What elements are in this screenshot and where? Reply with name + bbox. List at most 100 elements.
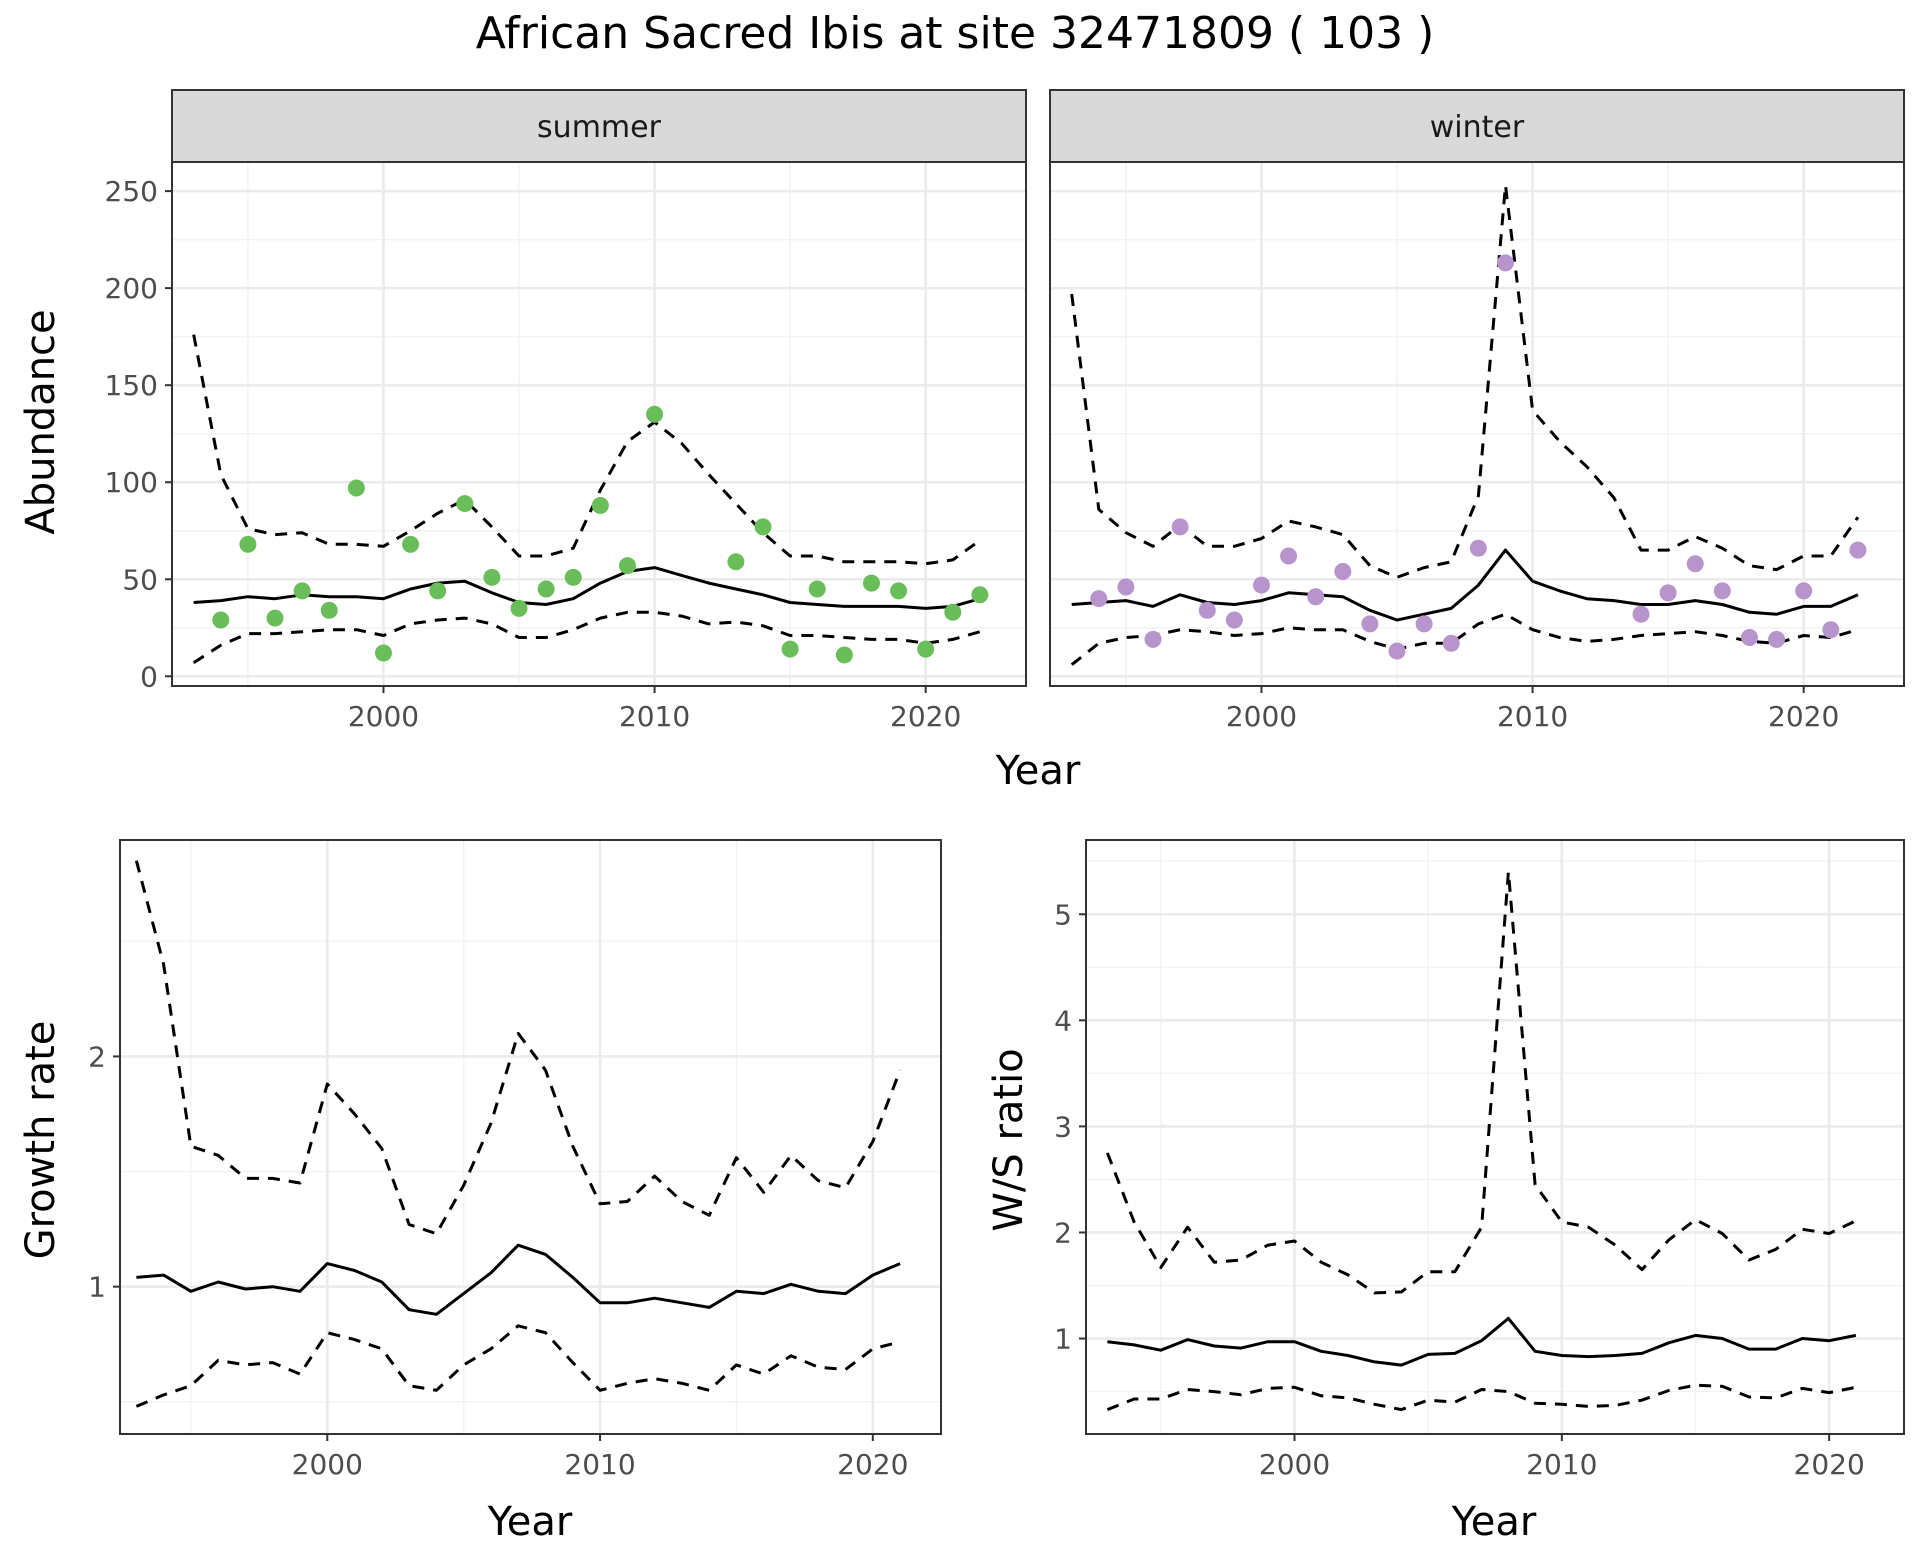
summer-count-point bbox=[537, 580, 555, 598]
winter-count-point bbox=[1632, 605, 1650, 623]
growth-panel-background bbox=[120, 840, 941, 1434]
ratio-panel: 2000 2010 2020 1 2 3 4 5 bbox=[1054, 839, 1905, 1481]
ratio-panel-border bbox=[1085, 839, 1905, 1435]
summer-count-point bbox=[971, 586, 989, 604]
growth-x-tick-label: 2000 bbox=[292, 1448, 363, 1481]
winter-count-point bbox=[1415, 615, 1433, 633]
summer-count-point bbox=[320, 601, 338, 619]
summer-strip bbox=[171, 89, 1027, 163]
summer-count-point bbox=[456, 495, 474, 513]
winter-count-point bbox=[1198, 601, 1216, 619]
ratio-panel-background bbox=[1086, 840, 1904, 1434]
summer-count-point bbox=[483, 568, 501, 586]
winter-count-point bbox=[1849, 541, 1867, 559]
summer-y-tick-label: 150 bbox=[105, 369, 158, 402]
winter-count-point bbox=[1117, 578, 1135, 596]
summer-count-point bbox=[890, 582, 908, 600]
winter-count-point bbox=[1171, 518, 1189, 536]
ratio-y-title: W/S ratio bbox=[986, 1048, 1032, 1231]
summer-count-point bbox=[727, 553, 745, 571]
winter-count-point bbox=[1388, 642, 1406, 660]
winter-count-point bbox=[1496, 254, 1514, 272]
growth-trend-line bbox=[136, 1243, 901, 1316]
summer-count-point bbox=[402, 535, 420, 553]
winter-trend-line bbox=[1071, 548, 1859, 622]
growth-x-title: Year bbox=[487, 1499, 573, 1545]
winter-count-point bbox=[1442, 634, 1460, 652]
growth-panel: 2000 2010 2020 1 2 bbox=[88, 839, 942, 1481]
figure-title: African Sacred Ibis at site 32471809 ( 1… bbox=[476, 8, 1434, 59]
summer-y-tick-label: 0 bbox=[140, 660, 158, 693]
ratio-y-tick-label: 5 bbox=[1054, 898, 1072, 931]
winter-panel-border bbox=[1049, 161, 1905, 687]
winter-upper-bound-line bbox=[1070, 183, 1860, 579]
abundance-x-title: Year bbox=[995, 748, 1081, 794]
winter-plot-area: 2000 2010 2020 bbox=[1049, 161, 1905, 733]
ratio-x-tick-label: 2010 bbox=[1526, 1448, 1597, 1481]
winter-x-tick-label: 2020 bbox=[1768, 700, 1839, 733]
summer-count-point bbox=[374, 644, 392, 662]
summer-panel-background bbox=[172, 162, 1026, 686]
winter-count-point bbox=[1469, 539, 1487, 557]
winter-count-point bbox=[1090, 590, 1108, 608]
growth-x-tick-label: 2020 bbox=[837, 1448, 908, 1481]
winter-strip-label: winter bbox=[1430, 110, 1525, 145]
winter-count-point bbox=[1361, 615, 1379, 633]
ratio-x-title: Year bbox=[1451, 1499, 1537, 1545]
summer-panel: summer 2000 2010 2020 0 50 100 150 200 250 bbox=[105, 89, 1027, 733]
summer-plot-area: 2000 2010 2020 0 50 100 150 200 250 bbox=[105, 161, 1027, 733]
summer-count-point bbox=[429, 582, 447, 600]
growth-y-title: Growth rate bbox=[18, 1021, 64, 1260]
summer-count-point bbox=[862, 574, 880, 592]
summer-count-point bbox=[564, 568, 582, 586]
summer-count-point bbox=[646, 405, 664, 423]
winter-x-tick-label: 2000 bbox=[1226, 700, 1297, 733]
summer-lower-bound-line bbox=[192, 610, 981, 664]
summer-count-point bbox=[293, 582, 311, 600]
ratio-lower-bound-line bbox=[1106, 1383, 1857, 1412]
ratio-y-tick-label: 4 bbox=[1054, 1004, 1072, 1037]
ratio-upper-bound-line bbox=[1106, 870, 1857, 1295]
summer-count-point bbox=[266, 609, 284, 627]
winter-panel-background bbox=[1050, 162, 1904, 686]
winter-count-point bbox=[1307, 588, 1325, 606]
summer-count-point bbox=[347, 479, 365, 497]
winter-count-point bbox=[1659, 584, 1677, 602]
winter-count-point bbox=[1686, 555, 1704, 573]
winter-count-point bbox=[1334, 562, 1352, 580]
summer-count-point bbox=[754, 518, 772, 536]
summer-y-tick-label: 50 bbox=[122, 563, 158, 596]
growth-x-tick-label: 2010 bbox=[564, 1448, 635, 1481]
ratio-plot-area: 2000 2010 2020 1 2 3 4 5 bbox=[1054, 839, 1905, 1481]
ratio-x-tick-label: 2020 bbox=[1794, 1448, 1865, 1481]
summer-y-tick-label: 200 bbox=[105, 272, 158, 305]
summer-count-point bbox=[510, 599, 528, 617]
winter-count-point bbox=[1713, 582, 1731, 600]
summer-count-point bbox=[835, 646, 853, 664]
ratio-y-tick-label: 1 bbox=[1054, 1323, 1072, 1356]
winter-lower-bound-line bbox=[1070, 612, 1859, 666]
summer-trend-line bbox=[193, 566, 981, 610]
ratio-y-tick-label: 3 bbox=[1054, 1110, 1072, 1143]
summer-count-point bbox=[781, 640, 799, 658]
summer-y-tick-label: 100 bbox=[105, 466, 158, 499]
winter-strip bbox=[1049, 89, 1905, 163]
growth-upper-bound-line bbox=[134, 860, 902, 1236]
winter-count-point bbox=[1740, 628, 1758, 646]
summer-count-point bbox=[944, 603, 962, 621]
summer-count-point bbox=[239, 535, 257, 553]
summer-x-tick-label: 2020 bbox=[890, 700, 961, 733]
ratio-x-tick-label: 2000 bbox=[1259, 1448, 1330, 1481]
winter-count-point bbox=[1252, 576, 1270, 594]
winter-count-point bbox=[1280, 547, 1298, 565]
winter-panel: winter 2000 2010 2020 bbox=[1049, 89, 1905, 733]
summer-count-point bbox=[917, 640, 935, 658]
growth-lower-bound-line bbox=[135, 1324, 901, 1408]
summer-count-point bbox=[591, 497, 609, 515]
winter-count-point bbox=[1768, 630, 1786, 648]
ratio-trend-line bbox=[1107, 1316, 1857, 1367]
summer-panel-border bbox=[171, 161, 1027, 687]
summer-x-tick-label: 2000 bbox=[348, 700, 419, 733]
winter-count-point bbox=[1144, 630, 1162, 648]
